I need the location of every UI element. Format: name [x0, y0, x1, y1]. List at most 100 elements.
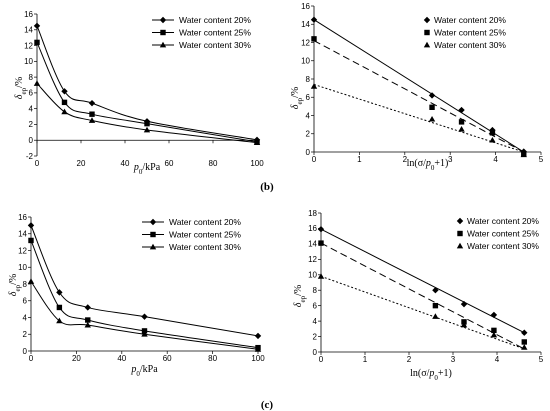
legend-label: Water content 25% [179, 28, 251, 38]
y-tick-label: 0 [29, 136, 34, 145]
y-tick-label: 12 [301, 38, 310, 47]
x-tick-label: 100 [251, 354, 265, 363]
data-point [458, 125, 465, 132]
x-tick-label: 20 [77, 159, 86, 168]
x-tick-label: 0 [312, 155, 317, 164]
data-point [458, 106, 465, 114]
data-point [521, 344, 528, 350]
legend-marker [159, 41, 167, 48]
series-line [30, 281, 259, 350]
series-line [313, 83, 524, 153]
y-tick-label: 14 [24, 26, 33, 35]
legend-label: Water content 20% [169, 217, 241, 227]
legend-marker [149, 243, 157, 250]
legend-label: Water content 20% [179, 15, 251, 25]
legend-marker [456, 217, 464, 225]
data-point [460, 321, 468, 328]
y-tick-label: 0 [313, 348, 318, 357]
data-point [317, 226, 325, 233]
legend-label: Water content 30% [434, 40, 506, 50]
data-point [61, 88, 68, 95]
y-tick-label: 14 [301, 20, 310, 29]
data-point [88, 99, 96, 107]
y-tick-label: 2 [313, 332, 318, 341]
data-point [460, 300, 468, 308]
legend-label: Water content 30% [179, 40, 251, 50]
legend-marker [150, 231, 156, 238]
y-tick-label: 10 [301, 57, 310, 66]
y-tick-label: 2 [29, 120, 34, 129]
data-point [33, 80, 41, 86]
data-point [432, 302, 439, 309]
legend-marker [423, 16, 431, 24]
data-point [56, 304, 63, 311]
data-point [311, 36, 317, 42]
panel-label-b: (b) [260, 181, 274, 193]
y-tick-label: 4 [29, 104, 34, 113]
series-3 [310, 83, 527, 158]
x-tick-label: 20 [72, 354, 81, 363]
y-tick-label: 16 [308, 224, 317, 233]
y-tick-label: 4 [313, 317, 318, 326]
data-point [428, 115, 436, 122]
series-line [313, 19, 525, 153]
series-line [313, 40, 524, 153]
data-point [253, 139, 261, 145]
y-tick-label: 6 [23, 297, 28, 306]
data-point [33, 22, 41, 30]
data-point [254, 332, 262, 340]
series-1 [27, 222, 262, 340]
data-point [34, 39, 40, 46]
data-point [490, 311, 498, 319]
data-point [144, 120, 150, 127]
x-tick-label: 0 [319, 355, 324, 364]
x-tick-label: 40 [117, 354, 126, 363]
x-tick-label: 0 [29, 354, 34, 363]
y-tick-label: 2 [23, 330, 28, 339]
series-2 [318, 240, 527, 350]
data-point [310, 16, 318, 23]
y-tick-label: -2 [26, 152, 34, 161]
y-tick-label: 16 [301, 2, 310, 11]
x-tick-label: 4 [493, 155, 498, 164]
data-point [491, 327, 497, 334]
legend-label: Water content 25% [169, 230, 241, 240]
y-tick-label: 10 [24, 57, 33, 66]
legend-marker [149, 218, 157, 226]
y-tick-label: 16 [18, 213, 27, 222]
data-point [141, 331, 148, 337]
y-tick-label: 18 [308, 209, 317, 218]
x-tick-label: 0 [35, 159, 40, 168]
data-point [432, 287, 439, 294]
legend-marker [423, 41, 431, 48]
x-tick-label: 40 [121, 159, 130, 168]
y-axis-label: δep/% [290, 87, 304, 109]
x-tick-label: 5 [539, 355, 544, 364]
data-point [88, 117, 96, 123]
data-point [61, 99, 68, 106]
y-tick-label: 0 [23, 347, 28, 356]
y-tick-label: 8 [306, 75, 311, 84]
legend-label: Water content 30% [169, 242, 241, 252]
x-tick-label: 1 [357, 155, 362, 164]
data-point [520, 151, 527, 158]
data-point [317, 273, 325, 279]
data-point [521, 329, 528, 336]
y-tick-label: 4 [23, 313, 28, 322]
legend-label: Water content 30% [467, 241, 539, 251]
y-tick-label: 16 [24, 10, 33, 19]
y-tick-label: 10 [18, 263, 27, 272]
legend-marker [457, 230, 463, 237]
x-tick-label: 60 [165, 159, 174, 168]
legend-label: Water content 20% [467, 216, 539, 226]
y-tick-label: 6 [313, 301, 318, 310]
data-point [141, 313, 148, 320]
data-point [521, 339, 527, 345]
x-axis-label: ln(σ/p0+1) [407, 158, 449, 172]
x-tick-label: 1 [363, 355, 368, 364]
x-tick-label: 80 [209, 159, 218, 168]
legend-marker [424, 29, 430, 36]
x-tick-label: 2 [407, 355, 412, 364]
